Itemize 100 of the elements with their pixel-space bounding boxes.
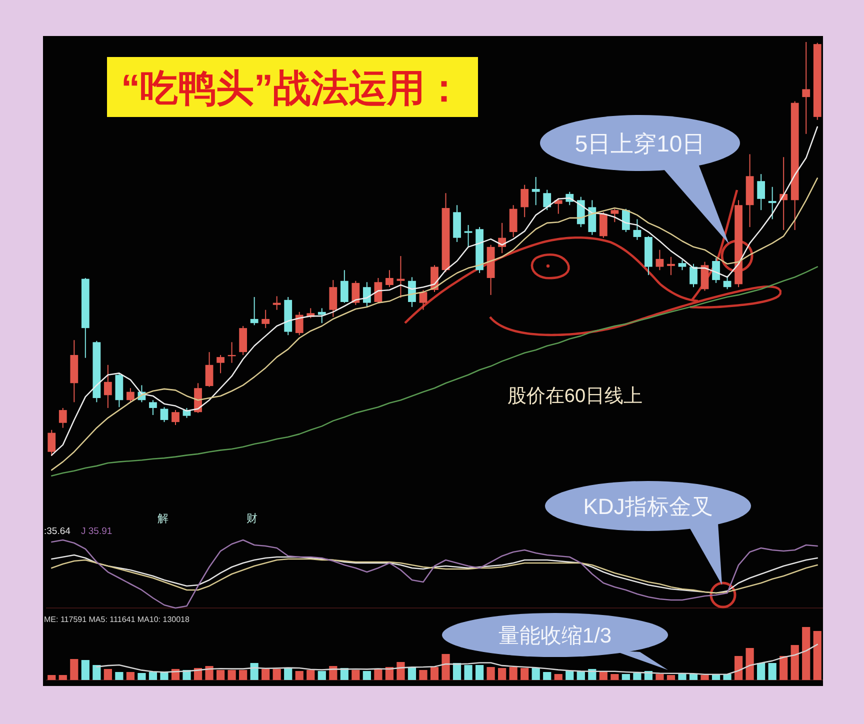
candlestick <box>216 354 224 374</box>
candlestick <box>656 249 664 271</box>
candlestick <box>352 280 360 306</box>
annotation: 量能收缩1/3 <box>498 624 612 648</box>
candlestick <box>149 400 157 416</box>
bar <box>58 675 67 680</box>
bar <box>532 668 540 680</box>
bar <box>306 670 315 680</box>
candlestick <box>622 208 630 233</box>
bar <box>352 670 360 680</box>
bar <box>160 672 168 680</box>
bar <box>802 627 810 680</box>
text: J 35.91 <box>81 526 112 537</box>
bar <box>554 674 562 680</box>
candlestick <box>712 258 720 284</box>
candlestick <box>396 256 405 298</box>
bar <box>543 672 552 680</box>
candlestick <box>723 275 732 290</box>
bar <box>239 670 248 680</box>
candlestick <box>205 352 214 388</box>
candlestick <box>318 308 326 324</box>
candlestick <box>520 184 529 218</box>
candlestick <box>104 364 112 408</box>
candlestick <box>419 289 428 310</box>
candlestick <box>633 218 642 240</box>
candlestick <box>48 429 56 456</box>
candlestick <box>272 296 281 310</box>
bar <box>419 670 428 680</box>
candlestick <box>262 309 270 329</box>
bar <box>126 672 135 680</box>
bar <box>216 670 225 680</box>
bar <box>115 672 124 680</box>
candlestick <box>126 388 134 403</box>
text: ME: 117591 MA5: 111641 MA10: 130018 <box>44 615 190 624</box>
bar <box>138 673 146 680</box>
bar <box>475 665 484 680</box>
bar <box>284 668 292 680</box>
candlestick <box>386 270 394 288</box>
bar <box>430 667 439 680</box>
bar <box>486 667 495 680</box>
bar <box>70 659 78 680</box>
bar <box>768 662 776 680</box>
bar <box>813 630 822 680</box>
annotation: 5日上穿10日 <box>574 130 706 156</box>
bar <box>452 662 462 680</box>
bar <box>734 656 743 680</box>
candlestick <box>667 256 675 276</box>
candlestick <box>250 296 258 326</box>
bar <box>780 656 788 680</box>
bar <box>790 645 799 680</box>
bar <box>746 648 754 680</box>
bar <box>48 675 56 680</box>
candlestick <box>802 42 810 134</box>
bar <box>318 670 326 680</box>
candlestick <box>599 212 608 238</box>
bar <box>622 674 630 680</box>
bar <box>228 670 236 680</box>
bar <box>566 670 574 680</box>
candlestick <box>532 176 540 206</box>
bar <box>509 667 518 680</box>
candlestick <box>768 186 776 220</box>
text: KDJ指标金叉 <box>583 494 713 519</box>
bar <box>385 667 394 680</box>
bar <box>362 670 371 680</box>
bar <box>272 668 281 680</box>
bar <box>81 660 90 680</box>
bar <box>498 668 506 680</box>
candlestick <box>757 174 766 211</box>
bar <box>633 673 642 680</box>
candlestick <box>362 282 371 308</box>
bar <box>700 675 709 680</box>
bar <box>262 668 270 680</box>
bar <box>610 674 619 680</box>
bar <box>396 662 405 680</box>
text: :35.64 <box>44 526 70 537</box>
candlestick <box>295 311 304 336</box>
candlestick <box>329 280 338 318</box>
bar <box>757 662 766 680</box>
bar <box>520 668 529 680</box>
candlestick <box>543 189 552 211</box>
candlestick <box>690 263 698 288</box>
bar <box>295 670 304 680</box>
bar <box>374 668 382 680</box>
bar <box>205 666 214 680</box>
candlestick <box>554 198 562 214</box>
candlestick <box>678 260 686 271</box>
bar <box>464 665 472 680</box>
bar <box>148 672 158 680</box>
candlestick <box>340 270 348 304</box>
candlestick <box>58 407 67 428</box>
bar <box>442 654 450 680</box>
candlestick <box>160 406 168 423</box>
candlestick <box>509 204 518 238</box>
text: 财 <box>246 512 258 525</box>
bar <box>250 662 258 680</box>
candlestick <box>610 208 619 223</box>
bar <box>666 675 676 680</box>
bar <box>689 674 698 680</box>
annotation: 股价在60日线上 <box>507 386 643 407</box>
bar <box>678 674 686 680</box>
